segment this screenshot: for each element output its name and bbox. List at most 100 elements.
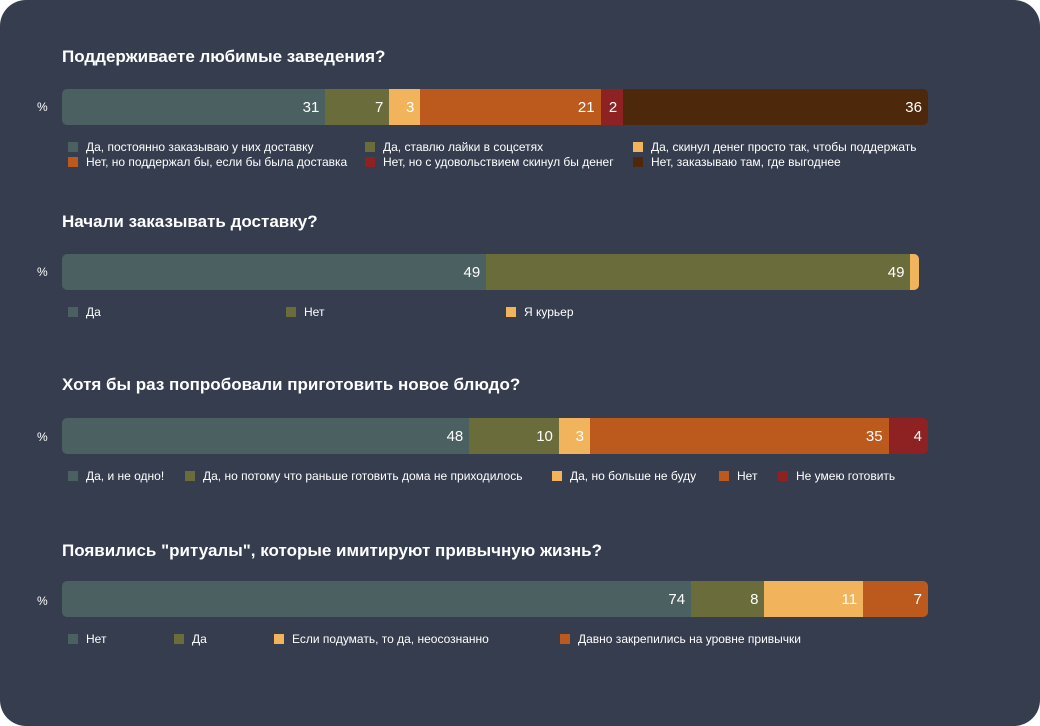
bar-segment: 74 xyxy=(62,581,692,617)
data-label: 10 xyxy=(536,427,553,445)
legend-item: Да, и не одно! xyxy=(68,469,164,483)
legend-item: Давно закрепились на уровне привычки xyxy=(560,632,801,646)
legend-item: Нет xyxy=(286,305,324,319)
legend-item: Нет, но с удовольствием скинул бы денег xyxy=(365,155,614,169)
legend-swatch xyxy=(560,634,570,644)
legend-swatch xyxy=(365,157,375,167)
legend-swatch xyxy=(719,471,729,481)
bar-segment xyxy=(910,254,919,290)
legend-swatch xyxy=(68,157,78,167)
legend-label: Да, ставлю лайки в соцсетях xyxy=(383,140,544,154)
data-label: 4 xyxy=(913,427,922,445)
bar-segment: 7 xyxy=(863,581,928,617)
legend-label: Нет, но поддержал бы, если бы была доста… xyxy=(86,155,348,169)
unit-label: % xyxy=(37,594,48,608)
bar-segment: 36 xyxy=(623,89,928,125)
legend-swatch xyxy=(506,307,516,317)
chart-title: Начали заказывать доставку? xyxy=(62,212,318,231)
stacked-bar: 31 7 3 21 2 36 xyxy=(62,89,928,125)
data-label: 8 xyxy=(750,590,759,608)
legend-swatch xyxy=(633,157,643,167)
data-label: 35 xyxy=(865,427,883,445)
legend-label: Нет, но с удовольствием скинул бы денег xyxy=(383,155,614,169)
legend-label: Нет xyxy=(737,469,758,483)
data-label: 3 xyxy=(575,427,584,445)
legend-swatch xyxy=(68,634,78,644)
chart-title: Хотя бы раз попробовали приготовить ново… xyxy=(62,375,521,394)
bar-segment: 3 xyxy=(389,89,421,125)
legend-item: Нет xyxy=(68,632,106,646)
bar-segment: 2 xyxy=(600,89,624,125)
stacked-bar: 49 49 xyxy=(62,254,919,290)
legend-item: Нет xyxy=(719,469,757,483)
bar-segment: 3 xyxy=(558,418,590,454)
legend-label: Я курьер xyxy=(524,305,574,319)
bar-segment: 7 xyxy=(325,89,390,125)
legend-item: Да xyxy=(68,305,101,319)
data-label: 7 xyxy=(913,590,922,608)
legend-swatch xyxy=(174,634,184,644)
legend-swatch xyxy=(365,142,375,152)
bar-segment: 21 xyxy=(420,89,601,125)
data-label: 49 xyxy=(463,263,481,281)
data-label: 7 xyxy=(375,98,384,116)
legend-swatch xyxy=(274,634,284,644)
legend-item: Да xyxy=(174,632,207,646)
bar-segment: 35 xyxy=(589,418,889,454)
legend-item: Да, но потому что раньше готовить дома н… xyxy=(185,469,522,483)
legend-item: Я курьер xyxy=(506,305,574,319)
legend-label: Не умею готовить xyxy=(796,469,896,483)
data-label: 21 xyxy=(577,98,595,116)
legend-label: Если подумать, то да, неосознанно xyxy=(292,632,489,646)
legend-item: Не умею готовить xyxy=(778,469,895,483)
legend-swatch xyxy=(633,142,643,152)
legend-swatch xyxy=(68,471,78,481)
legend-label: Нет, заказываю там, где выгоднее xyxy=(651,155,841,169)
legend-item: Нет, заказываю там, где выгоднее xyxy=(633,155,841,169)
legend-item: Если подумать, то да, неосознанно xyxy=(274,632,489,646)
unit-label: % xyxy=(37,100,48,114)
legend-label: Да, постоянно заказываю у них доставку xyxy=(86,140,314,154)
bar-segment: 10 xyxy=(469,418,559,454)
legend-label: Да, и не одно! xyxy=(86,469,165,483)
bar-segment: 48 xyxy=(62,418,470,454)
legend-label: Да, скинул денег просто так, чтобы подде… xyxy=(651,140,917,154)
legend-label: Да xyxy=(192,632,207,646)
legend-item: Да, но больше не буду xyxy=(552,469,696,483)
bar-segment: 4 xyxy=(888,418,928,454)
chart-title: Появились "ритуалы", которые имитируют п… xyxy=(62,541,603,560)
chart-title: Поддерживаете любимые заведения? xyxy=(62,47,386,66)
bar-segment: 49 xyxy=(486,254,911,290)
unit-label: % xyxy=(37,430,48,444)
legend-label: Да xyxy=(86,305,101,319)
legend-swatch xyxy=(286,307,296,317)
bar-segment: 11 xyxy=(764,581,864,617)
legend-item: Да, скинул денег просто так, чтобы подде… xyxy=(633,140,917,154)
bar-segment: 49 xyxy=(62,254,487,290)
data-label: 36 xyxy=(905,98,922,116)
data-label: 3 xyxy=(405,98,415,116)
data-label: 11 xyxy=(841,590,858,608)
legend-item: Да, постоянно заказываю у них доставку xyxy=(68,140,314,154)
legend-swatch xyxy=(68,307,78,317)
unit-label: % xyxy=(37,265,48,279)
bar-segment: 31 xyxy=(62,89,326,125)
legend-item: Нет, но поддержал бы, если бы была доста… xyxy=(68,155,347,169)
bar-segment: 8 xyxy=(691,581,765,617)
stacked-bar: 48 10 3 35 4 xyxy=(62,418,928,454)
data-label: 49 xyxy=(887,263,905,281)
legend-swatch xyxy=(778,471,788,481)
legend-swatch xyxy=(68,142,78,152)
legend-label: Да, но больше не буду xyxy=(570,469,697,483)
data-label: 31 xyxy=(302,98,320,116)
data-label: 48 xyxy=(446,427,464,445)
legend-swatch xyxy=(552,471,562,481)
legend-label: Нет xyxy=(86,632,107,646)
legend-label: Нет xyxy=(304,305,325,319)
legend-label: Давно закрепились на уровне привычки xyxy=(578,632,802,646)
data-label: 74 xyxy=(668,590,686,608)
legend-item: Да, ставлю лайки в соцсетях xyxy=(365,140,543,154)
legend-label: Да, но потому что раньше готовить дома н… xyxy=(203,469,523,483)
data-label: 2 xyxy=(608,98,618,116)
